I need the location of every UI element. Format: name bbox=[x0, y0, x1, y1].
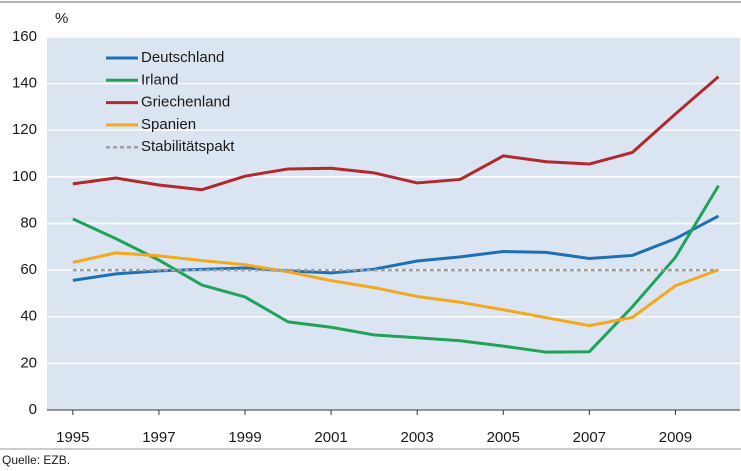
x-tick-label: 1997 bbox=[142, 429, 175, 446]
x-tick-label: 2007 bbox=[573, 429, 606, 446]
x-tick-label: 1995 bbox=[56, 429, 89, 446]
unit-label: % bbox=[55, 10, 68, 27]
y-tick-label: 140 bbox=[12, 75, 37, 92]
x-tick-label: 1999 bbox=[228, 429, 261, 446]
y-tick-label: 0 bbox=[29, 401, 37, 418]
legend-label: Irland bbox=[141, 71, 179, 88]
y-tick-label: 120 bbox=[12, 121, 37, 138]
y-tick-label: 160 bbox=[12, 28, 37, 45]
x-tick-label: 2003 bbox=[400, 429, 433, 446]
y-tick-label: 20 bbox=[20, 354, 37, 371]
legend-label: Deutschland bbox=[141, 49, 224, 66]
x-tick-label: 2005 bbox=[487, 429, 520, 446]
x-tick-label: 2001 bbox=[314, 429, 347, 446]
y-tick-label: 60 bbox=[20, 261, 37, 278]
y-tick-label: 80 bbox=[20, 214, 37, 231]
series-line bbox=[72, 251, 719, 328]
source: Quelle: EZB. bbox=[2, 453, 70, 467]
series-line bbox=[72, 184, 720, 354]
legend-label: Spanien bbox=[141, 116, 196, 133]
x-tick-label: 2009 bbox=[659, 429, 692, 446]
legend-label: Stabilitätspakt bbox=[141, 138, 235, 155]
y-tick-label: 100 bbox=[12, 168, 37, 185]
legend-label: Griechenland bbox=[141, 94, 230, 111]
series-line bbox=[72, 75, 720, 192]
y-tick-label: 40 bbox=[20, 308, 37, 325]
